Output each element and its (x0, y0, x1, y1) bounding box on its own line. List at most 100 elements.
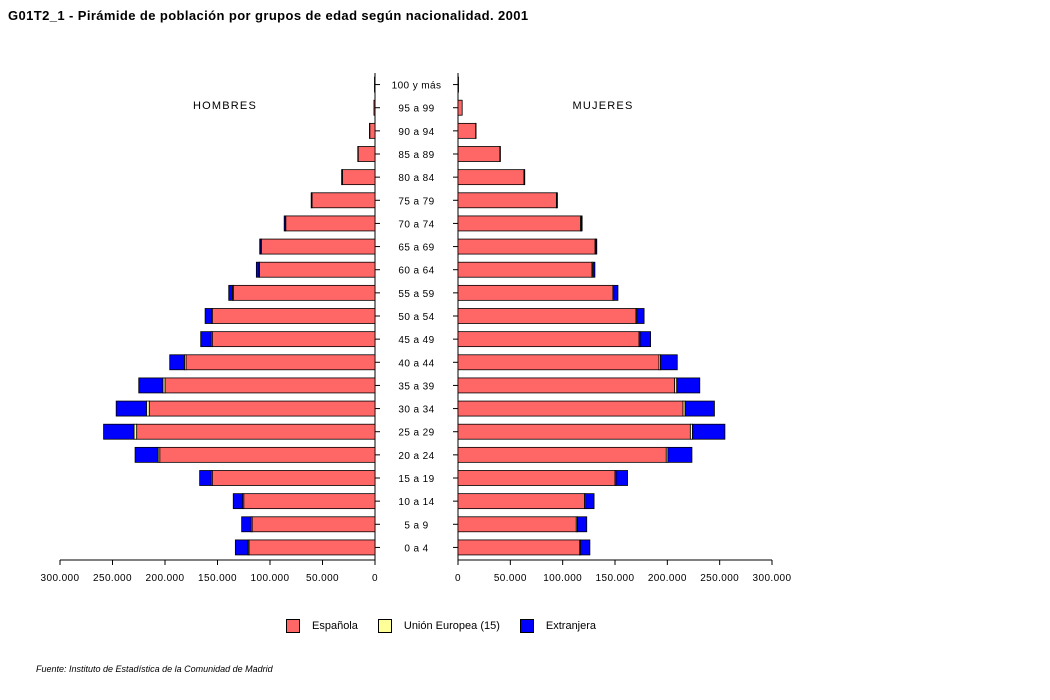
x-tick-label-right: 0 (455, 573, 461, 584)
x-tick-label-left: 200.000 (146, 573, 185, 584)
bar-hombres-espanola (259, 261, 376, 278)
legend-swatch-union-europea (377, 619, 392, 633)
bar-mujeres-extranjera (556, 192, 558, 209)
bar-mujeres-extranjera (615, 470, 628, 486)
bar-hombres-espanola (311, 192, 376, 209)
age-group-labels: 0 a 4 5 a 9 10 a 14 15 a 19 20 a 24 25 a 29 30… (392, 81, 442, 555)
bar-hombres-espanola (285, 215, 376, 232)
legend-label-espanola: Española (312, 620, 358, 632)
bar-hombres-extranjera (204, 308, 212, 324)
bar-hombres-espanola (232, 284, 376, 301)
x-tick-label-left: 300.000 (41, 573, 80, 584)
age-group-label: 50 a 54 (398, 312, 434, 323)
bar-hombres-extranjera (169, 354, 185, 371)
bar-mujeres-espanola (457, 169, 525, 186)
bar-hombres-espanola (248, 539, 376, 556)
age-group-label: 60 a 64 (398, 266, 434, 277)
age-group-label: 0 a 4 (404, 543, 428, 554)
axes: 0 0 50.000 50.000 100.000 100.000 150.000 150.0… (41, 73, 792, 584)
bar-hombres-espanola (185, 354, 376, 371)
bar-hombres-extranjera (234, 539, 249, 556)
population-pyramid-chart: 0 0 50.000 50.000 100.000 100.000 150.000 150.0… (41, 73, 792, 584)
x-tick-label-right: 300.000 (753, 573, 792, 584)
legend-label-union-europea: Unión Europea (15) (403, 620, 500, 632)
bar-hombres-espanola (164, 377, 376, 394)
bar-hombres-extranjera (255, 261, 260, 278)
mujeres-label: MUJERES (573, 100, 634, 112)
bar-hombres-espanola (342, 169, 376, 186)
bar-mujeres-espanola (457, 146, 501, 162)
age-group-label: 10 a 14 (398, 497, 434, 508)
bar-mujeres-espanola (457, 192, 557, 209)
bar-mujeres-espanola (457, 99, 463, 116)
bar-hombres-espanola (251, 516, 376, 533)
age-group-label: 90 a 94 (398, 127, 434, 138)
age-group-label: 35 a 39 (398, 381, 434, 392)
legend-swatch-extranjera (519, 619, 534, 633)
bar-hombres-extranjera (310, 192, 313, 209)
bar-mujeres-espanola (457, 284, 614, 301)
bar-hombres-espanola (159, 446, 376, 463)
bar-hombres-extranjera (103, 423, 135, 440)
legend-item-extranjera: Extranjera (519, 619, 596, 633)
bar-mujeres-espanola (457, 76, 459, 93)
x-tick-label-left: 100.000 (251, 573, 290, 584)
bar-mujeres-espanola (457, 377, 676, 394)
bar-mujeres-espanola (457, 493, 586, 510)
bar-hombres-espanola (261, 238, 376, 255)
bar-mujeres-extranjera (676, 377, 701, 394)
age-group-label: 75 a 79 (398, 196, 434, 207)
bar-hombres-extranjera (341, 169, 343, 186)
bar-mujeres-espanola (457, 354, 660, 371)
bar-hombres-extranjera (115, 400, 148, 417)
bar-hombres-extranjera (228, 284, 233, 301)
bar-mujeres-espanola (457, 331, 640, 348)
bar-hombres-extranjera (232, 493, 244, 510)
bar-hombres-extranjera (200, 331, 212, 348)
bar-mujeres-extranjera (639, 331, 651, 348)
bar-mujeres-extranjera (585, 493, 595, 510)
bar-hombres-extranjera (241, 516, 252, 533)
bar-mujeres-extranjera (595, 238, 598, 255)
hombres-label: HOMBRES (193, 100, 257, 112)
bar-hombres-extranjera (138, 377, 164, 394)
bar-hombres-espanola (148, 400, 376, 417)
age-group-label: 55 a 59 (398, 289, 434, 300)
age-group-label: 30 a 34 (398, 405, 434, 416)
bar-mujeres-espanola (457, 261, 593, 278)
age-group-label: 70 a 74 (398, 219, 434, 230)
bar-hombres-extranjera (283, 215, 286, 232)
age-group-label: 85 a 89 (398, 150, 434, 161)
bar-mujeres-extranjera (684, 400, 715, 417)
legend-item-espanola: Española (286, 619, 358, 633)
bar-mujeres-extranjera (636, 308, 645, 324)
age-group-label: 65 a 69 (398, 243, 434, 254)
bar-mujeres-extranjera (576, 516, 588, 533)
age-group-label: 80 a 84 (398, 173, 434, 184)
age-group-label: 25 a 29 (398, 428, 434, 439)
age-group-label: 20 a 24 (398, 451, 434, 462)
bar-mujeres-espanola (457, 423, 691, 440)
bar-mujeres-extranjera (660, 354, 678, 371)
bar-mujeres-espanola (457, 238, 596, 255)
bar-mujeres-extranjera (692, 423, 726, 440)
bar-mujeres-espanola (457, 446, 667, 463)
bar-mujeres-extranjera (667, 446, 693, 463)
bar-hombres-extranjera (199, 470, 212, 486)
bar-mujeres-espanola (457, 539, 580, 556)
age-group-label: 100 y más (392, 81, 442, 92)
bar-hombres-espanola (357, 146, 376, 162)
bar-hombres-espanola (369, 122, 376, 139)
age-group-label: 45 a 49 (398, 335, 434, 346)
x-tick-label-right: 250.000 (700, 573, 739, 584)
bar-mujeres-extranjera (592, 261, 596, 278)
bar-hombres-espanola (373, 99, 376, 116)
age-group-label: 95 a 99 (398, 104, 434, 115)
bar-mujeres-espanola (457, 215, 581, 232)
bar-mujeres-espanola (457, 308, 637, 324)
x-tick-label-left: 150.000 (198, 573, 237, 584)
bar-hombres-espanola (211, 470, 376, 486)
age-group-label: 5 a 9 (404, 520, 428, 531)
age-group-label: 40 a 44 (398, 358, 434, 369)
legend: Española Unión Europea (15) Extranjera (286, 618, 616, 634)
